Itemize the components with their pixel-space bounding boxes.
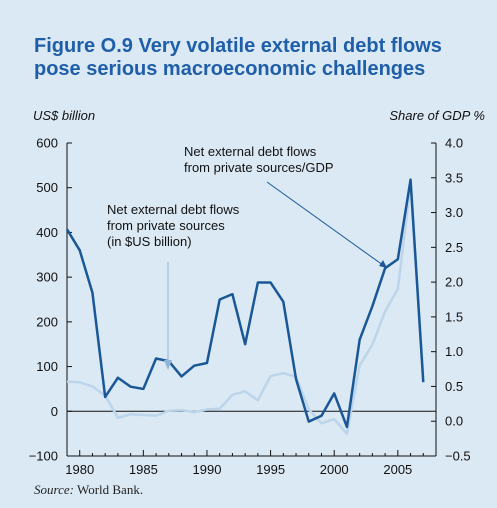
series-line-gdp-share [66,183,425,435]
y-tick-label-right: 0.0 [445,414,463,429]
source-text: World Bank. [73,482,144,497]
y-tick-label-right: 3.0 [445,205,463,220]
x-tick-label: 2000 [320,462,349,477]
y-tick-label-left: 400 [36,225,58,240]
annotation-line: from private sources/GDP [184,160,334,175]
y-tick-label-right: 1.0 [445,344,463,359]
annotation-gdp-share: Net external debt flows from private sour… [184,144,334,175]
y-tick-label-right: 1.5 [445,309,463,324]
y-tick-label-left: 300 [36,270,58,285]
annotation-line: Net external debt flows [107,202,240,217]
tick-labels: −100 0 100 200 300 400 500 600 −0.5 0.0 0.5 1.0 1.5 2… [29,136,471,478]
x-tick-label: 1980 [65,462,94,477]
source-note: Source: World Bank. [34,482,143,498]
axes [66,142,437,457]
annotation-line: Net external debt flows [184,144,317,159]
annotation-usd-billion: Net external debt flows from private sour… [107,202,240,249]
y-tick-label-right: 4.0 [445,136,463,151]
y-tick-label-right: 0.5 [445,379,463,394]
y-tick-label-right: 3.5 [445,170,463,185]
y-axis-label-right: Share of GDP % [389,108,485,123]
annotation-line: from private sources [107,218,225,233]
annotation-line: (in $US billion) [107,234,192,249]
annotation-arrowhead-gdp [379,260,387,268]
y-tick-label-left: 0 [51,404,58,419]
y-axis-label-left: US$ billion [33,108,95,123]
series-lines [65,178,425,435]
y-tick-label-left: 600 [36,136,58,151]
y-tick-label-right: 2.0 [445,275,463,290]
y-tick-label-left: 200 [36,314,58,329]
x-tick-label: 1990 [193,462,222,477]
series-line-usd-billion [65,178,425,429]
y-tick-label-right: 2.5 [445,240,463,255]
figure-title: Figure O.9 Very volatile external debt f… [34,35,442,80]
x-tick-label: 2005 [383,462,412,477]
x-tick-label: 1995 [256,462,285,477]
x-tick-label: 1985 [129,462,158,477]
annotation-arrowhead-usd [164,360,172,370]
y-tick-label-left: 100 [36,359,58,374]
y-tick-label-right: −0.5 [445,449,471,464]
source-label: Source: [34,482,74,497]
y-tick-label-left: −100 [29,449,58,464]
y-tick-label-left: 500 [36,180,58,195]
annotation-arrow-gdp [266,181,388,269]
